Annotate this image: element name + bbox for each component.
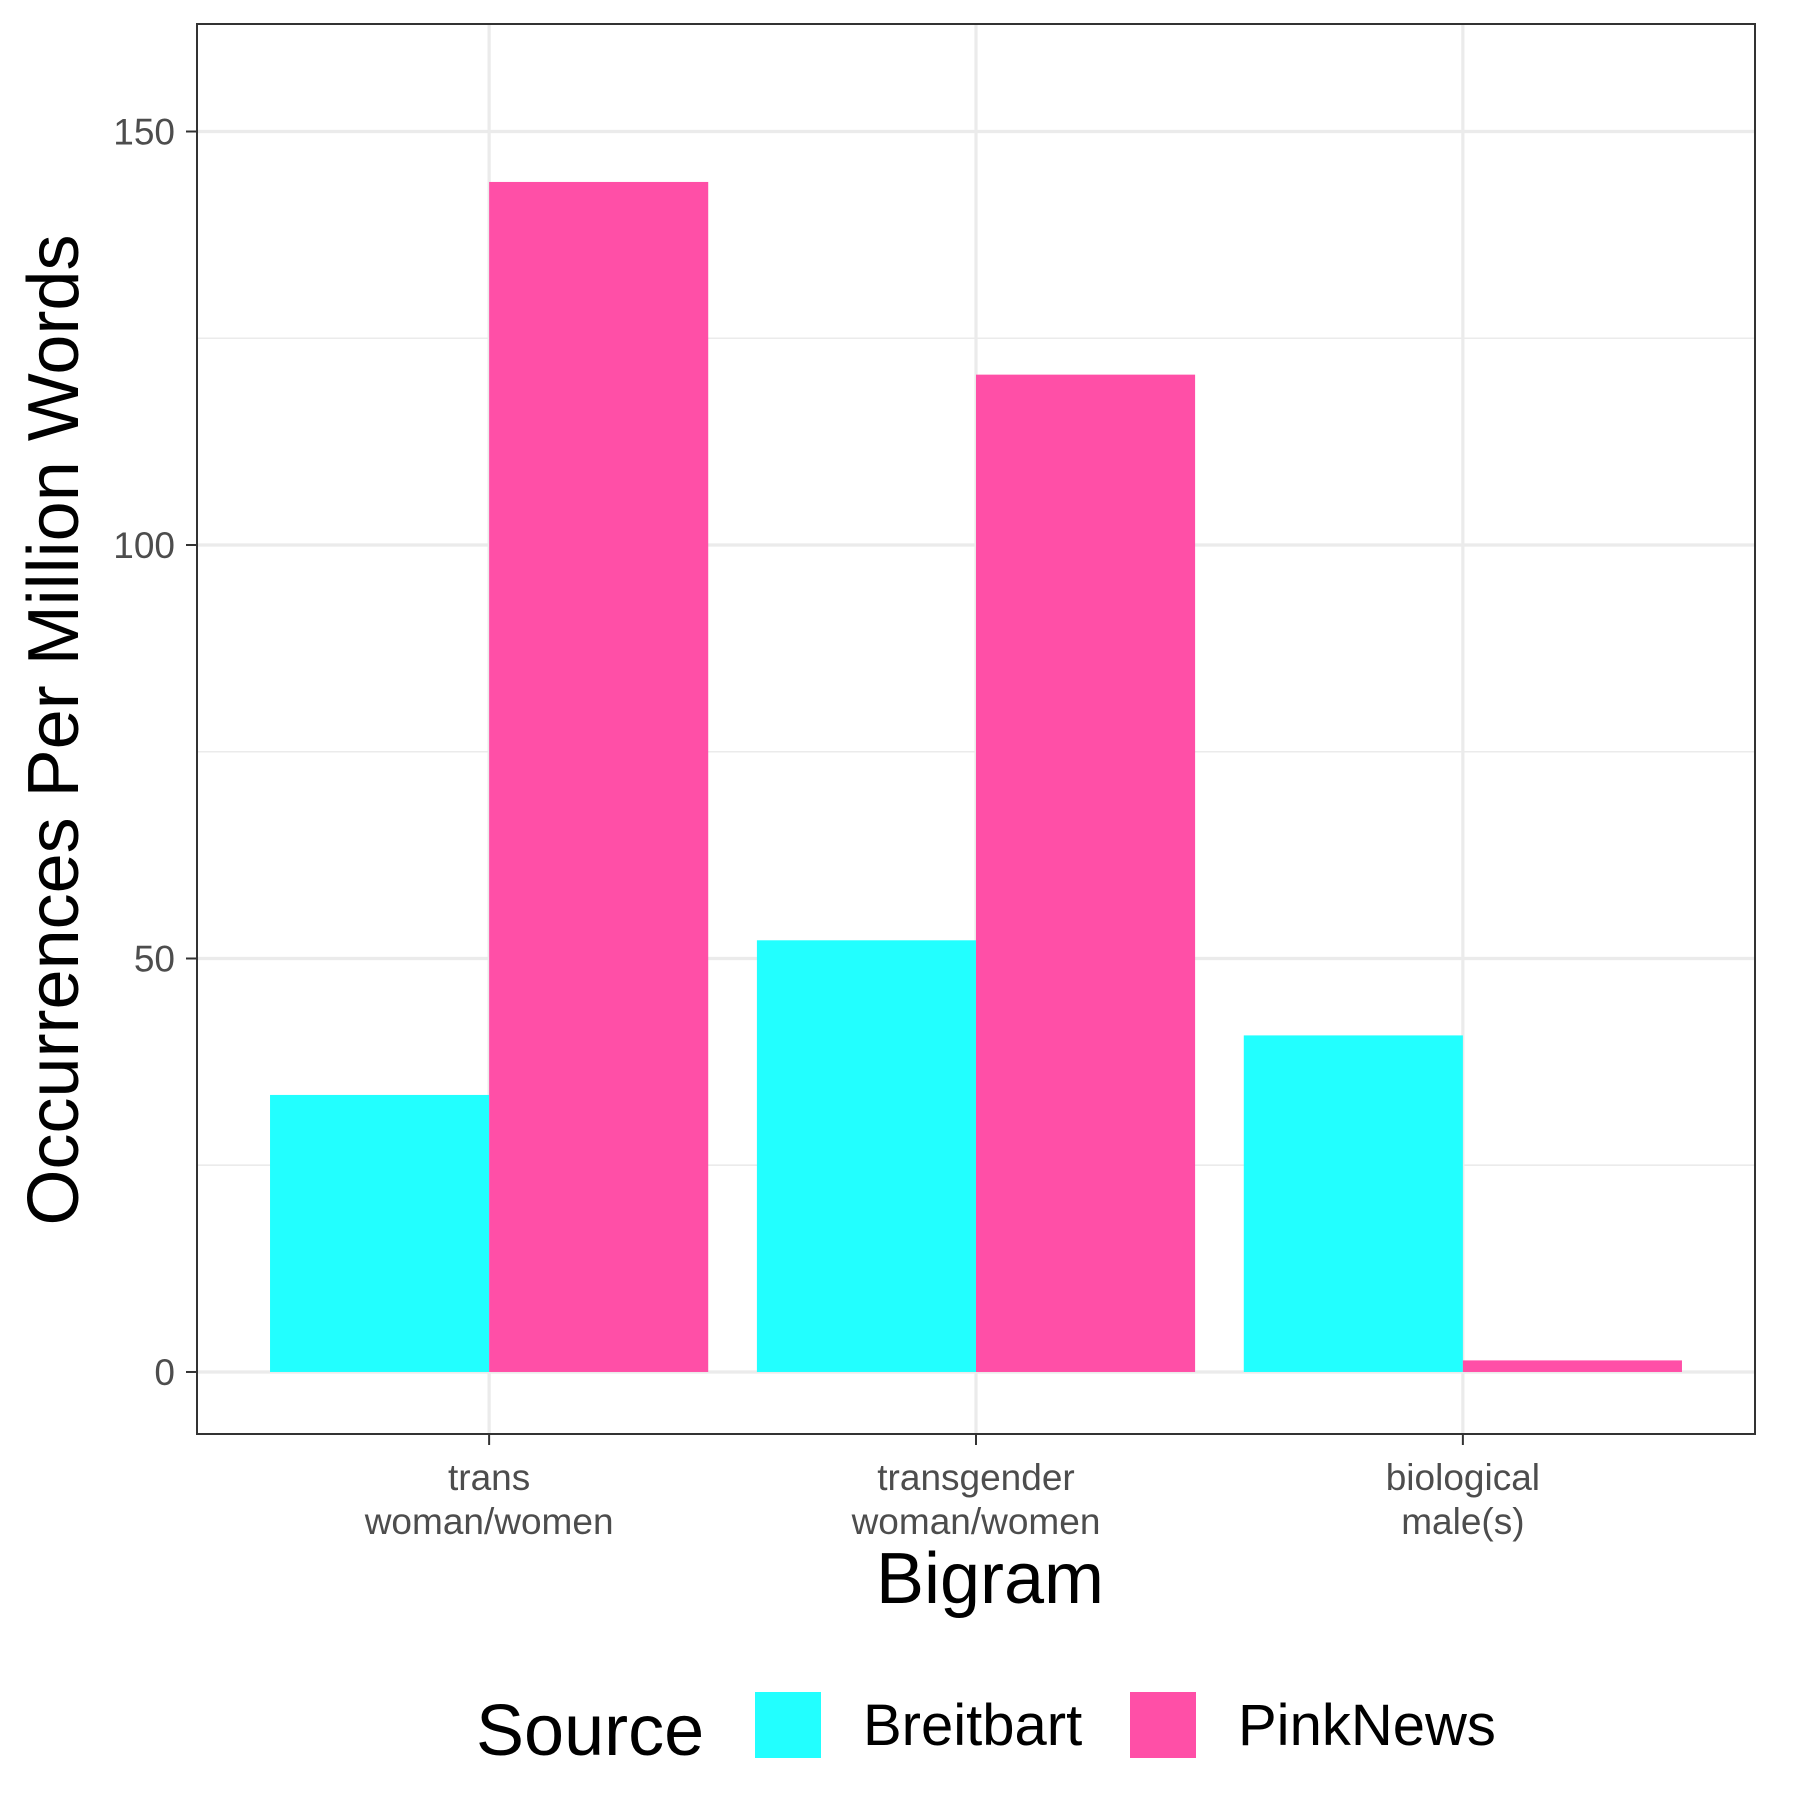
- y-tick-label: 50: [134, 938, 175, 979]
- x-tick-label-line: trans: [448, 1457, 530, 1498]
- bar-pinknews-2: [1462, 1360, 1682, 1372]
- bars: [270, 181, 1682, 1372]
- legend-title: Source: [476, 1691, 704, 1771]
- bar-pinknews-1: [976, 374, 1196, 1372]
- x-tick-label: trans woman/women: [364, 1457, 614, 1542]
- x-tick-label-line: biological: [1386, 1457, 1540, 1498]
- x-tick-label: transgender woman/women: [851, 1457, 1101, 1542]
- legend: Source Breitbart PinkNews: [476, 1691, 1496, 1771]
- legend-key-pinknews: [1130, 1692, 1196, 1758]
- bar-breitbart-2: [1243, 1035, 1463, 1372]
- y-axis-ticks: 0 50 100 150: [113, 112, 197, 1393]
- x-tick-label-line: transgender: [877, 1457, 1074, 1498]
- bar-breitbart-1: [756, 940, 976, 1372]
- x-tick-label-line: woman/women: [851, 1501, 1101, 1542]
- bar-pinknews-0: [489, 181, 709, 1372]
- y-axis-title: Occurrences Per Million Words: [14, 235, 94, 1226]
- y-tick-label: 150: [113, 112, 175, 153]
- x-tick-label-line: male(s): [1401, 1501, 1524, 1542]
- bar-breitbart-0: [270, 1094, 490, 1372]
- x-axis-title: Bigram: [876, 1539, 1104, 1619]
- legend-label-breitbart: Breitbart: [863, 1693, 1082, 1758]
- legend-label-pinknews: PinkNews: [1238, 1693, 1496, 1758]
- y-tick-label: 0: [154, 1352, 175, 1393]
- legend-key-breitbart: [755, 1692, 821, 1758]
- x-tick-label-line: woman/women: [364, 1501, 614, 1542]
- x-tick-label: biological male(s): [1386, 1457, 1540, 1542]
- y-tick-label: 100: [113, 525, 175, 566]
